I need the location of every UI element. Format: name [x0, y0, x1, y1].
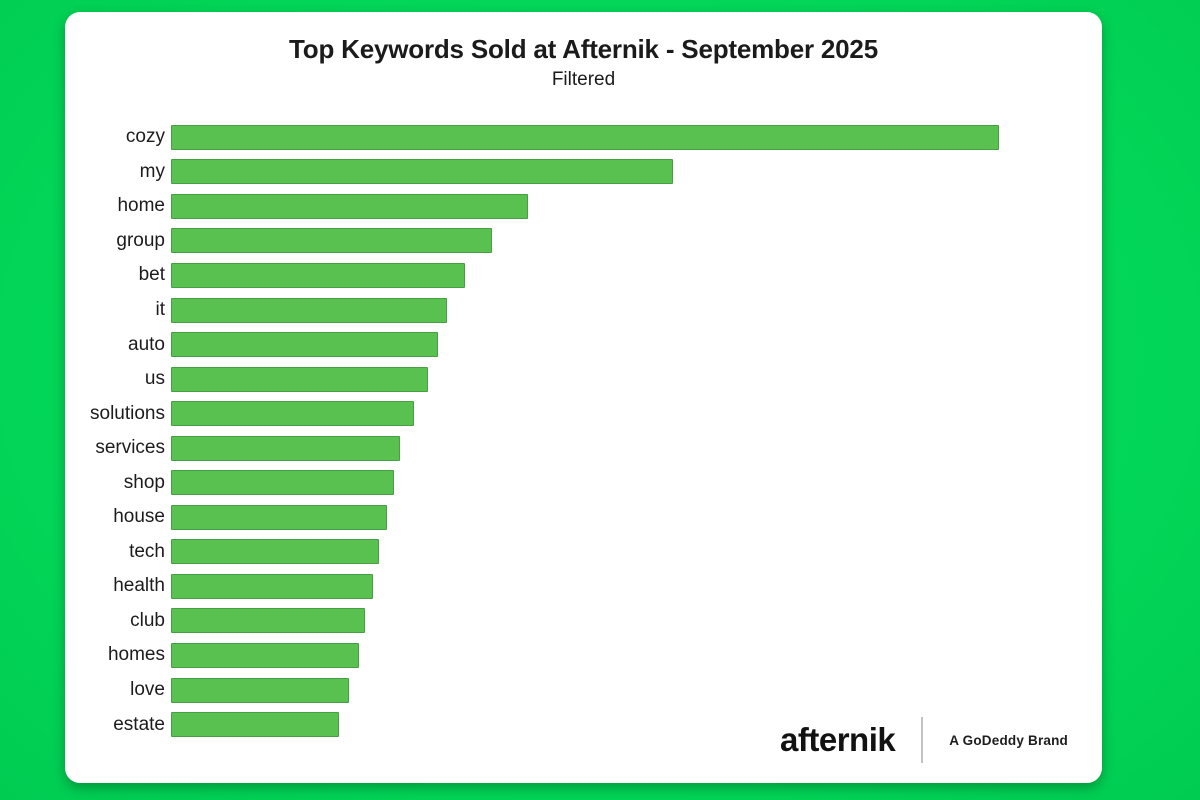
bar-row: auto [65, 327, 1102, 362]
bar-love [171, 677, 350, 703]
category-label-estate: estate [113, 713, 165, 735]
bar-row: bet [65, 258, 1102, 293]
category-label-us: us [144, 368, 165, 390]
bar-my [171, 159, 673, 185]
bar-row: house [65, 500, 1102, 535]
category-label-bet: bet [138, 264, 165, 286]
chart-title: Top Keywords Sold at Afternik - Septembe… [289, 34, 878, 64]
brand-tagline: A GoDeddy Brand [949, 732, 1068, 748]
category-label-cozy: cozy [125, 126, 165, 148]
bar-home [171, 193, 528, 219]
category-label-it: it [155, 299, 166, 320]
category-label-home: home [117, 195, 165, 217]
category-label-shop: shop [123, 471, 165, 493]
bar-row: club [65, 604, 1102, 639]
bar-solutions [171, 401, 414, 427]
bar-us [171, 366, 428, 392]
bar-row: health [65, 569, 1102, 604]
bar-row: cozy [65, 120, 1102, 155]
category-label-club: club [130, 609, 165, 631]
chart-subtitle: Filtered [551, 69, 616, 90]
bar-row: services [65, 431, 1102, 466]
brand-lockup: afternik A GoDeddy Brand [780, 717, 1068, 763]
bar-services [171, 435, 400, 461]
bar-shop [171, 470, 394, 496]
category-label-homes: homes [107, 644, 165, 666]
category-label-solutions: solutions [90, 402, 165, 424]
bar-estate [171, 712, 340, 738]
bar-it [171, 297, 447, 323]
category-label-auto: auto [128, 333, 165, 355]
bar-auto [171, 332, 439, 358]
chart-card: Top Keywords Sold at Afternik - Septembe… [65, 12, 1102, 783]
category-label-tech: tech [129, 540, 165, 562]
bar-row: tech [65, 535, 1102, 570]
category-label-love: love [130, 679, 165, 701]
bar-club [171, 608, 365, 634]
category-label-health: health [113, 575, 165, 597]
category-label-my: my [139, 160, 165, 182]
bar-row: estate [65, 707, 1102, 742]
bar-row: solutions [65, 396, 1102, 431]
bar-row: us [65, 362, 1102, 397]
category-label-services: services [95, 437, 165, 459]
bar-row: love [65, 673, 1102, 708]
category-label-house: house [113, 506, 165, 528]
bar-row: homes [65, 638, 1102, 673]
bar-group [171, 228, 493, 254]
bar-bet [171, 262, 465, 288]
bar-cozy [171, 124, 999, 150]
bar-row: home [65, 189, 1102, 224]
bar-tech [171, 539, 379, 565]
brand-divider [921, 717, 924, 763]
category-label-group: group [116, 229, 165, 251]
brand-name: afternik [780, 721, 896, 758]
bar-house [171, 504, 388, 530]
bar-row: my [65, 155, 1102, 190]
bar-chart-plot: cozy my home group bet it auto us solutions servi… [65, 120, 1102, 742]
bar-homes [171, 642, 359, 668]
bar-row: shop [65, 465, 1102, 500]
bar-row: it [65, 293, 1102, 328]
bar-row: group [65, 224, 1102, 259]
bar-health [171, 573, 374, 599]
